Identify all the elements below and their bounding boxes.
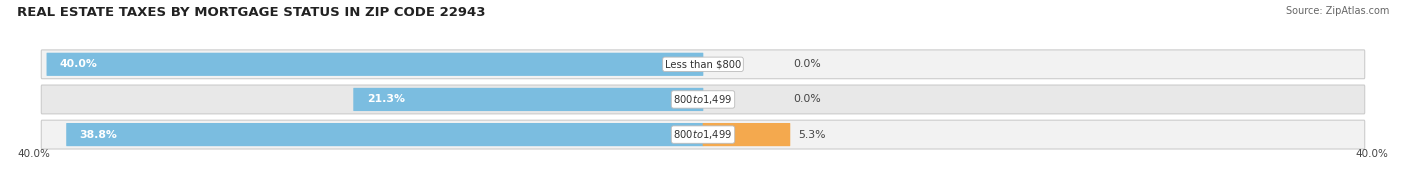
FancyBboxPatch shape [41, 50, 1365, 79]
Text: $800 to $1,499: $800 to $1,499 [673, 93, 733, 106]
Text: 40.0%: 40.0% [17, 149, 51, 159]
Text: 38.8%: 38.8% [80, 130, 118, 140]
FancyBboxPatch shape [41, 85, 1365, 114]
Text: Less than $800: Less than $800 [665, 59, 741, 69]
Text: 40.0%: 40.0% [1355, 149, 1389, 159]
Text: 0.0%: 0.0% [793, 59, 821, 69]
Text: 0.0%: 0.0% [793, 94, 821, 105]
Text: $800 to $1,499: $800 to $1,499 [673, 128, 733, 141]
FancyBboxPatch shape [353, 88, 703, 111]
Text: 21.3%: 21.3% [367, 94, 405, 105]
Text: REAL ESTATE TAXES BY MORTGAGE STATUS IN ZIP CODE 22943: REAL ESTATE TAXES BY MORTGAGE STATUS IN … [17, 6, 485, 19]
FancyBboxPatch shape [703, 123, 790, 146]
Text: Source: ZipAtlas.com: Source: ZipAtlas.com [1285, 6, 1389, 16]
FancyBboxPatch shape [41, 120, 1365, 149]
FancyBboxPatch shape [66, 123, 703, 146]
Text: 5.3%: 5.3% [799, 130, 825, 140]
Text: 40.0%: 40.0% [60, 59, 98, 69]
FancyBboxPatch shape [46, 53, 703, 76]
